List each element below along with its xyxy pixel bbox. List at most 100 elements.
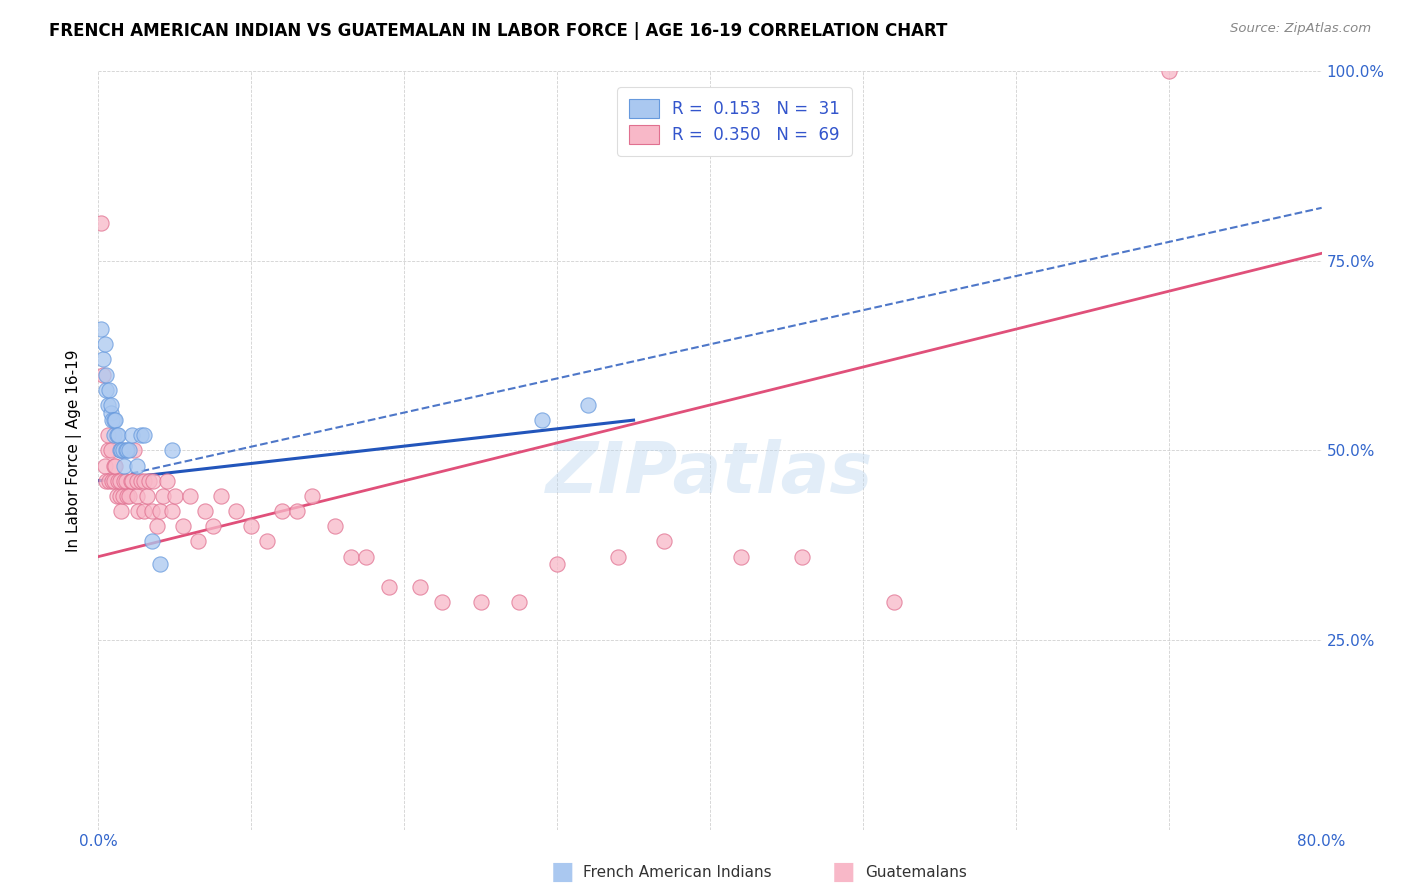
Point (112, 474, 135, 488)
Point (90, 216, 112, 230)
Point (508, 595, 530, 609)
Point (98, 383, 121, 397)
Point (730, 549, 752, 564)
Point (98, 474, 121, 488)
Point (125, 458, 148, 473)
Point (134, 428, 156, 442)
Point (94, 474, 117, 488)
Point (149, 557, 172, 572)
Point (136, 489, 159, 503)
Point (325, 519, 347, 533)
Point (194, 504, 217, 518)
Y-axis label: In Labor Force | Age 16-19: In Labor Force | Age 16-19 (66, 349, 83, 552)
Point (546, 557, 568, 572)
Text: FRENCH AMERICAN INDIAN VS GUATEMALAN IN LABOR FORCE | AGE 16-19 CORRELATION CHAR: FRENCH AMERICAN INDIAN VS GUATEMALAN IN … (49, 22, 948, 40)
Point (111, 489, 134, 503)
Point (141, 504, 163, 518)
Point (127, 504, 149, 518)
Point (94, 383, 117, 397)
Point (470, 595, 492, 609)
Point (138, 474, 160, 488)
Point (883, 595, 905, 609)
Point (101, 474, 124, 488)
Point (125, 474, 148, 488)
Point (240, 519, 263, 533)
Point (339, 549, 361, 564)
Point (125, 489, 148, 503)
Point (134, 474, 156, 488)
Point (97, 443, 120, 458)
Text: ZIPatlas: ZIPatlas (547, 439, 873, 508)
Point (187, 534, 209, 549)
Point (790, 549, 813, 564)
Point (91, 368, 114, 382)
Point (285, 504, 308, 518)
Point (172, 519, 194, 533)
Point (256, 534, 278, 549)
Point (93, 458, 115, 473)
Point (122, 443, 145, 458)
Point (110, 504, 132, 518)
Point (107, 474, 129, 488)
Point (209, 489, 232, 503)
Point (160, 504, 183, 518)
Point (129, 428, 152, 442)
Point (103, 413, 125, 427)
Point (530, 413, 553, 427)
Point (101, 413, 124, 427)
Point (142, 474, 165, 488)
Text: Guatemalans: Guatemalans (865, 865, 966, 880)
Point (91, 352, 114, 367)
Point (163, 489, 186, 503)
Point (115, 474, 138, 488)
Point (104, 413, 127, 427)
Point (107, 428, 129, 442)
Point (108, 443, 131, 458)
Point (141, 534, 163, 549)
Point (156, 474, 179, 488)
Point (105, 428, 128, 442)
Point (117, 443, 139, 458)
Text: Source: ZipAtlas.com: Source: ZipAtlas.com (1230, 22, 1371, 36)
Point (108, 489, 131, 503)
Point (110, 443, 132, 458)
Point (432, 595, 454, 609)
Point (110, 443, 132, 458)
Point (152, 489, 174, 503)
Point (301, 489, 323, 503)
Point (576, 398, 599, 412)
Point (354, 549, 377, 564)
Point (111, 443, 134, 458)
Point (103, 428, 125, 442)
Point (121, 428, 143, 442)
Point (179, 489, 201, 503)
Point (103, 474, 125, 488)
Point (90, 322, 112, 336)
Point (270, 504, 292, 518)
Text: ■: ■ (551, 861, 574, 884)
Point (100, 405, 122, 420)
Point (129, 474, 152, 488)
Point (149, 504, 172, 518)
Point (202, 519, 225, 533)
Point (115, 443, 138, 458)
Point (117, 489, 139, 503)
Point (93, 337, 115, 351)
Legend: R =  0.153   N =  31, R =  0.350   N =  69: R = 0.153 N = 31, R = 0.350 N = 69 (617, 87, 852, 156)
Point (100, 398, 122, 412)
Text: ■: ■ (832, 861, 855, 884)
Point (118, 489, 141, 503)
Point (105, 489, 128, 503)
Point (145, 519, 167, 533)
Point (118, 443, 141, 458)
Point (408, 580, 430, 594)
Point (97, 398, 120, 412)
Point (134, 504, 156, 518)
Point (104, 458, 127, 473)
Point (1157, 64, 1180, 78)
Text: French American Indians: French American Indians (583, 865, 772, 880)
Point (652, 534, 675, 549)
Point (108, 474, 131, 488)
Point (378, 580, 401, 594)
Point (225, 504, 247, 518)
